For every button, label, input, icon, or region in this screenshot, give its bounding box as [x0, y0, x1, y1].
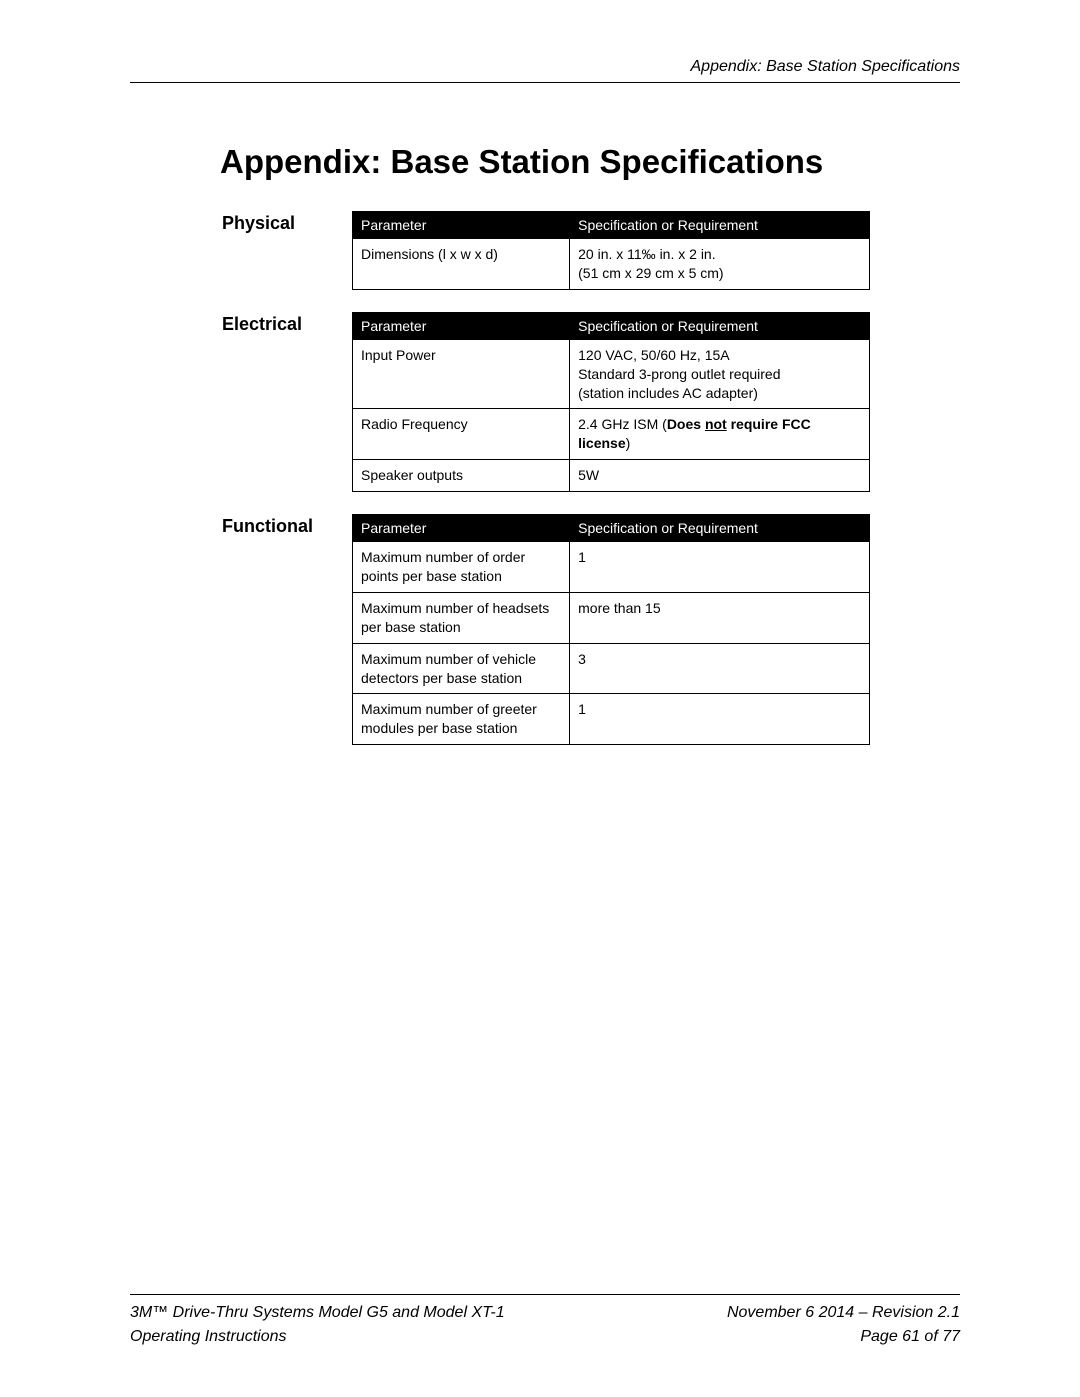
- table-physical: Parameter Specification or Requirement D…: [352, 211, 870, 290]
- footer-left-1: 3M™ Drive-Thru Systems Model G5 and Mode…: [130, 1301, 505, 1325]
- th-spec: Specification or Requirement: [570, 212, 870, 239]
- th-spec: Specification or Requirement: [570, 312, 870, 339]
- spec-text: (station includes AC adapter): [578, 385, 758, 401]
- cell-spec: 120 VAC, 50/60 Hz, 15A Standard 3-prong …: [570, 339, 870, 409]
- table-header-row: Parameter Specification or Requirement: [353, 212, 870, 239]
- cell-spec: 3: [570, 643, 870, 694]
- page: Appendix: Base Station Specifications Ap…: [0, 0, 1080, 1397]
- header-rule: [130, 82, 960, 83]
- spec-text: 2.4 GHz ISM (: [578, 416, 667, 432]
- page-title: Appendix: Base Station Specifications: [220, 143, 960, 181]
- table-row: Input Power 120 VAC, 50/60 Hz, 15A Stand…: [353, 339, 870, 409]
- cell-spec: 2.4 GHz ISM (Does not require FCC licens…: [570, 409, 870, 460]
- footer: 3M™ Drive-Thru Systems Model G5 and Mode…: [130, 1294, 960, 1349]
- footer-right-2: Page 61 of 77: [860, 1325, 960, 1349]
- cell-param: Radio Frequency: [353, 409, 570, 460]
- section-electrical: Electrical Parameter Specification or Re…: [130, 312, 960, 492]
- table-row: Maximum number of order points per base …: [353, 542, 870, 593]
- section-heading-physical: Physical: [130, 211, 352, 234]
- footer-row-2: Operating Instructions Page 61 of 77: [130, 1325, 960, 1349]
- table-functional: Parameter Specification or Requirement M…: [352, 514, 870, 745]
- table-row: Radio Frequency 2.4 GHz ISM (Does not re…: [353, 409, 870, 460]
- footer-left-2: Operating Instructions: [130, 1325, 287, 1349]
- section-heading-electrical: Electrical: [130, 312, 352, 335]
- cell-param: Speaker outputs: [353, 460, 570, 492]
- cell-spec: more than 15: [570, 592, 870, 643]
- running-head: Appendix: Base Station Specifications: [130, 58, 960, 82]
- table-header-row: Parameter Specification or Requirement: [353, 312, 870, 339]
- cell-param: Input Power: [353, 339, 570, 409]
- spec-text: (51 cm x 29 cm x 5 cm): [578, 265, 723, 281]
- th-parameter: Parameter: [353, 515, 570, 542]
- table-row: Maximum number of vehicle detectors per …: [353, 643, 870, 694]
- cell-spec: 1: [570, 694, 870, 745]
- cell-param: Dimensions (l x w x d): [353, 239, 570, 290]
- cell-param: Maximum number of vehicle detectors per …: [353, 643, 570, 694]
- th-parameter: Parameter: [353, 312, 570, 339]
- footer-right-1: November 6 2014 – Revision 2.1: [727, 1301, 960, 1325]
- cell-param: Maximum number of headsets per base stat…: [353, 592, 570, 643]
- spec-bold-underline: not: [705, 416, 727, 432]
- footer-rule: [130, 1294, 960, 1295]
- th-parameter: Parameter: [353, 212, 570, 239]
- cell-param: Maximum number of order points per base …: [353, 542, 570, 593]
- table-row: Maximum number of greeter modules per ba…: [353, 694, 870, 745]
- cell-spec: 5W: [570, 460, 870, 492]
- spec-bold: Does: [667, 416, 705, 432]
- section-functional: Functional Parameter Specification or Re…: [130, 514, 960, 745]
- footer-row-1: 3M™ Drive-Thru Systems Model G5 and Mode…: [130, 1301, 960, 1325]
- table-header-row: Parameter Specification or Requirement: [353, 515, 870, 542]
- spec-text: ): [626, 435, 631, 451]
- section-physical: Physical Parameter Specification or Requ…: [130, 211, 960, 290]
- spec-text: Standard 3-prong outlet required: [578, 366, 780, 382]
- table-row: Dimensions (l x w x d) 20 in. x 11‰ in. …: [353, 239, 870, 290]
- cell-spec: 20 in. x 11‰ in. x 2 in. (51 cm x 29 cm …: [570, 239, 870, 290]
- th-spec: Specification or Requirement: [570, 515, 870, 542]
- cell-spec: 1: [570, 542, 870, 593]
- spec-text: 120 VAC, 50/60 Hz, 15A: [578, 347, 730, 363]
- spec-text: 20 in. x 11‰ in. x 2 in.: [578, 246, 715, 262]
- section-heading-functional: Functional: [130, 514, 352, 537]
- table-electrical: Parameter Specification or Requirement I…: [352, 312, 870, 492]
- table-row: Speaker outputs 5W: [353, 460, 870, 492]
- table-row: Maximum number of headsets per base stat…: [353, 592, 870, 643]
- cell-param: Maximum number of greeter modules per ba…: [353, 694, 570, 745]
